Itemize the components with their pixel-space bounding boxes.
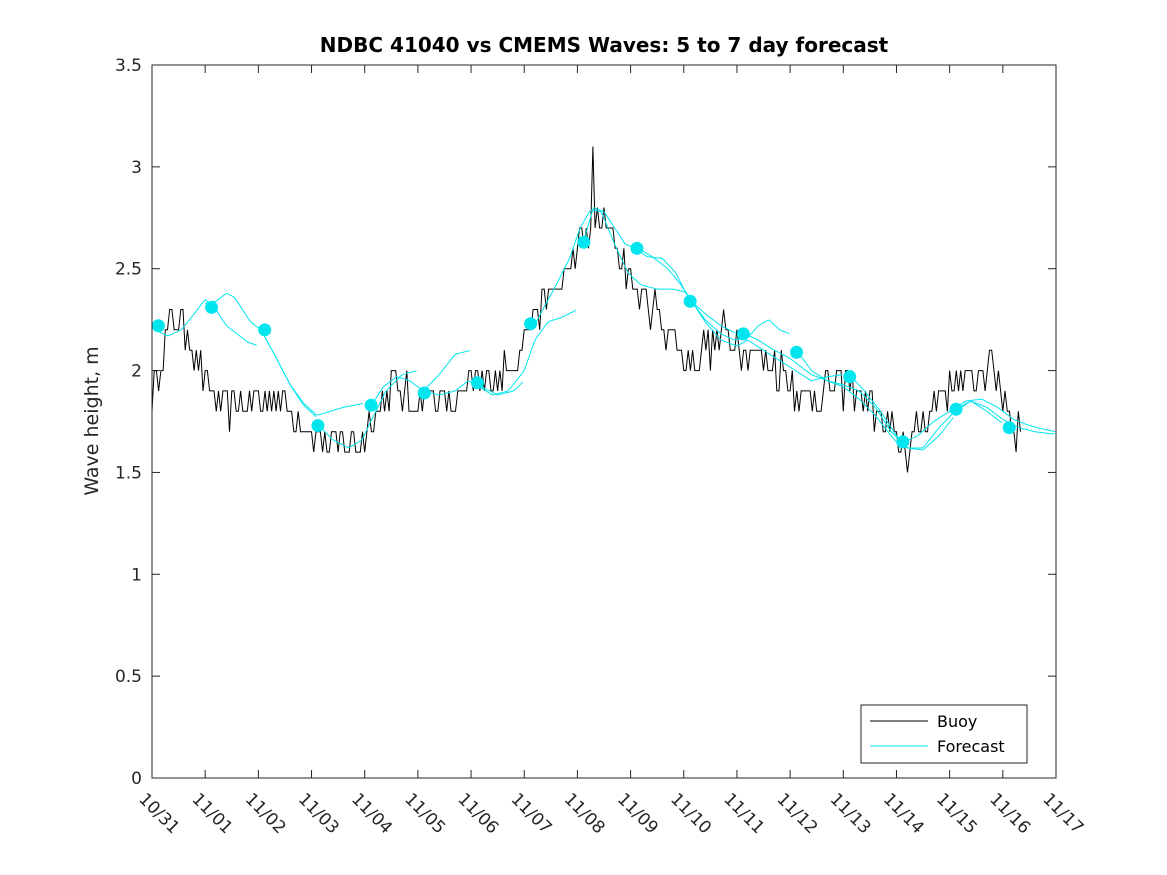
y-tick-label: 3.5 (115, 56, 142, 76)
y-tick-label: 0.5 (115, 667, 142, 687)
series-line-forecast (260, 329, 363, 416)
forecast-marker (1002, 421, 1016, 435)
y-tick-label: 2.5 (115, 260, 142, 280)
series-line-forecast (954, 400, 1055, 435)
forecast-marker (364, 398, 378, 412)
series-line-forecast (154, 299, 257, 346)
series-line-forecast (797, 351, 954, 451)
forecast-marker (949, 402, 963, 416)
series-line-forecast (904, 398, 1056, 443)
y-axis-label: Wave height, m (81, 346, 103, 495)
series-line-forecast (316, 370, 417, 449)
forecast-marker (577, 235, 591, 249)
forecast-marker (630, 241, 644, 255)
forecast-marker (417, 386, 431, 400)
axes-box (151, 64, 1057, 779)
forecast-marker (258, 323, 272, 337)
forecast-marker (896, 435, 910, 449)
legend: Buoy Forecast (860, 704, 1028, 764)
legend-box (860, 704, 1028, 764)
chart-title: NDBC 41040 vs CMEMS Waves: 5 to 7 day fo… (320, 33, 889, 57)
forecast-marker (205, 300, 219, 314)
forecast-marker (151, 319, 165, 333)
y-tick-labels: 0 0.5 1 1.5 2 2.5 3 3.5 (115, 56, 142, 789)
forecast-markers (151, 235, 1016, 449)
series-line-forecast (850, 376, 1003, 449)
y-tick-label: 3 (131, 158, 142, 178)
y-tick-label: 1.5 (115, 463, 142, 483)
legend-label-buoy: Buoy (937, 712, 977, 731)
forecast-marker (311, 419, 325, 433)
series-line-forecast (744, 333, 901, 447)
y-tick-label: 0 (131, 769, 142, 789)
axis-ticks (151, 64, 1057, 779)
forecast-marker (789, 345, 803, 359)
forecast-marker (524, 317, 538, 331)
series-line-forecast (531, 209, 688, 331)
forecast-marker (736, 327, 750, 341)
series-line-forecast (691, 301, 843, 382)
forecast-marker (683, 294, 697, 308)
series-line-forecast (582, 207, 736, 334)
legend-label-forecast: Forecast (937, 737, 1005, 756)
forecast-marker (470, 376, 484, 390)
forecast-marker (843, 370, 857, 384)
series-line-forecast (638, 247, 790, 341)
plot-area (152, 65, 1056, 778)
y-tick-label: 2 (131, 362, 142, 382)
y-tick-label: 1 (131, 565, 142, 585)
series-line-buoy (152, 146, 1021, 473)
series-line-forecast (476, 309, 577, 396)
